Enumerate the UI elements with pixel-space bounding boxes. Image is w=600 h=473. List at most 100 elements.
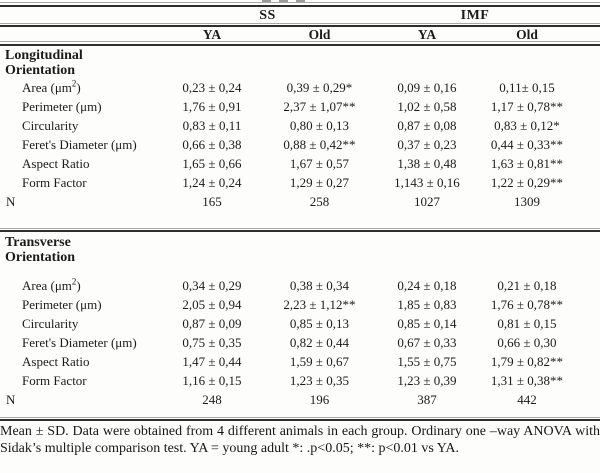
spacer-cell [587,8,600,23]
cell-value: 0,83 ± 0,11 [182,118,242,133]
cell-value: 1,67 ± 0,57 [289,156,350,171]
table-row-area: Area (μm2) 0,23 ± 0,24 0,39 ± 0,29* 0,09… [0,78,600,97]
cell-value: 0,87 ± 0,09 [182,316,242,331]
horizontal-rule-top [0,2,600,7]
cell-value: 0,67 ± 0,33 [397,335,457,350]
cell-value: 258 [309,194,330,209]
cell-value: 1,63 ± 0,81** [490,156,564,171]
cell-value: 0,75 ± 0,35 [182,335,242,350]
cell-value: 0,44 ± 0,33** [490,137,564,152]
row-label: Form Factor [22,175,87,190]
cell-value: 387 [417,392,437,407]
cell-value: 1,24 ± 0,24 [182,175,242,190]
section-title-line: Longitudinal [5,48,83,63]
cell-value: 1027 [414,194,440,209]
cell-value: 1,143 ± 0,16 [394,175,460,190]
row-label: Area (μm2) [22,78,81,95]
cell-value: 0,34 ± 0,29 [182,278,242,293]
cell-value: 0,09 ± 0,16 [397,80,457,95]
cell-value: 1,59 ± 0,67 [289,354,350,369]
cell-value: 0,66 ± 0,38 [182,137,242,152]
row-label: Perimeter (μm) [22,99,102,114]
superscript: 2 [71,276,77,287]
cell-value: 1,17 ± 0,78** [490,99,564,114]
cell-value: 0,39 ± 0,29* [286,80,353,95]
horizontal-rule [0,23,600,27]
table-row-aspect-ratio: Aspect Ratio 1,65 ± 0,66 1,67 ± 0,57 1,3… [0,154,600,173]
cell-value: 0,24 ± 0,18 [397,278,457,293]
horizontal-rule-bottom [0,417,600,421]
cell-value: 0,87 ± 0,08 [397,118,457,133]
row-label: Feret's Diameter (μm) [22,335,137,350]
cell-value: 2,37 ± 1,07** [283,99,356,114]
table-row-perimeter: Perimeter (μm) 1,76 ± 0,91 2,37 ± 1,07**… [0,97,600,116]
superscript: 2 [71,78,77,89]
cell-value: 1,31 ± 0,38** [490,373,564,388]
spacer-cell [0,28,172,41]
cell-value: 2,23 ± 1,12** [283,297,356,312]
section-title-line: Transverse [5,235,71,250]
cell-value: 1,65 ± 0,66 [182,156,242,171]
cropped-text-fragment [262,0,312,2]
cell-value: 1,23 ± 0,39 [397,373,457,388]
table-row-ferets-diameter: Feret's Diameter (μm) 0,75 ± 0,35 0,82 ±… [0,333,600,352]
spacer-cell [0,8,172,23]
row-label: N [6,194,16,209]
cell-value: 2,05 ± 0,94 [182,297,242,312]
cell-value: 0,38 ± 0,34 [289,278,350,293]
cell-value: 1,23 ± 0,35 [289,373,350,388]
row-label: Feret's Diameter (μm) [22,137,137,152]
table-row-ferets-diameter: Feret's Diameter (μm) 0,66 ± 0,38 0,88 ±… [0,135,600,154]
table-row-form-factor: Form Factor 1,16 ± 0,15 1,23 ± 0,35 1,23… [0,371,600,390]
horizontal-rule [0,41,600,46]
cell-value: 0,80 ± 0,13 [289,118,350,133]
table-row-n: N 165 258 1027 1309 [0,192,600,211]
table-row-circularity: Circularity 0,83 ± 0,11 0,80 ± 0,13 0,87… [0,116,600,135]
cell-value: 1,85 ± 0,83 [397,297,457,312]
cell-value: 1,22 ± 0,29** [490,175,564,190]
cell-value: 0,37 ± 0,23 [397,137,457,152]
row-label: Circularity [22,118,79,133]
cell-value: 1,29 ± 0,27 [289,175,350,190]
cell-value: 1,79 ± 0,82** [490,354,564,369]
row-label: Circularity [22,316,79,331]
table-row-form-factor: Form Factor 1,24 ± 0,24 1,29 ± 0,27 1,14… [0,173,600,192]
section-title-transverse: Transverse Orientation [0,235,600,265]
cell-value: 0,85 ± 0,14 [397,316,457,331]
transverse-rows: Area (μm2) 0,34 ± 0,29 0,38 ± 0,34 0,24 … [0,276,600,409]
cell-value: 1,16 ± 0,15 [182,373,242,388]
section-title-line: Orientation [5,63,75,78]
cell-value: 0,81 ± 0,15 [497,316,557,331]
group-header-row: SS IMF [0,8,600,23]
cell-value: 1,76 ± 0,78** [490,297,564,312]
cell-value: 165 [202,194,222,209]
group-header-ss: SS [259,8,276,23]
group-header-imf: IMF [460,8,490,23]
table-footnote: Mean ± SD. Data were obtained from 4 dif… [0,424,600,456]
cell-value: 196 [309,392,330,407]
longitudinal-rows: Area (μm2) 0,23 ± 0,24 0,39 ± 0,29* 0,09… [0,78,600,211]
section-title-longitudinal: Longitudinal Orientation [0,48,600,78]
cell-value: 1,76 ± 0,91 [182,99,242,114]
sub-header-ss-old: Old [308,27,331,42]
horizontal-rule [0,228,600,232]
cell-value: 0,11± 0,15 [499,80,555,95]
cell-value: 442 [517,392,537,407]
cell-value: 0,88 ± 0,42** [283,137,356,152]
cell-value: 0,66 ± 0,30 [497,335,557,350]
table-row-perimeter: Perimeter (μm) 2,05 ± 0,94 2,23 ± 1,12**… [0,295,600,314]
cell-value: 1,47 ± 0,44 [182,354,242,369]
cell-value: 0,23 ± 0,24 [182,80,242,95]
row-label: Aspect Ratio [22,354,90,369]
cell-value: 0,83 ± 0,12* [494,118,560,133]
cell-value: 1,02 ± 0,58 [397,99,457,114]
cell-value: 0,85 ± 0,13 [289,316,350,331]
cell-value: 1,55 ± 0,75 [397,354,457,369]
row-label: N [6,392,16,407]
table-row-circularity: Circularity 0,87 ± 0,09 0,85 ± 0,13 0,85… [0,314,600,333]
sub-header-ss-ya: YA [202,27,222,42]
sub-header-imf-ya: YA [417,27,437,42]
table-row-area: Area (μm2) 0,34 ± 0,29 0,38 ± 0,34 0,24 … [0,276,600,295]
row-label: Form Factor [22,373,87,388]
sub-header-row: YA Old YA Old [0,27,600,42]
